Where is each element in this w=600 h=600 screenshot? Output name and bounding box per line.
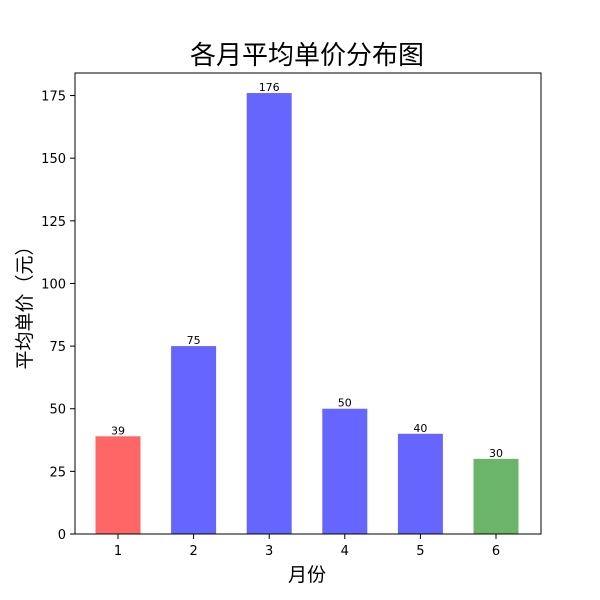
x-tick-label-1: 1 (114, 544, 122, 559)
x-tick-label-3: 3 (265, 544, 273, 559)
y-tick-label-150: 150 (41, 152, 66, 167)
y-tick-label-175: 175 (41, 90, 66, 105)
bar-3 (246, 93, 292, 534)
bar-4 (322, 408, 368, 534)
y-tick-label-75: 75 (49, 340, 66, 355)
y-tick-label-100: 100 (41, 277, 66, 292)
bar-1 (95, 436, 141, 534)
x-tick-label-2: 2 (189, 544, 197, 559)
data-label-3: 176 (259, 81, 280, 94)
x-tick-label-4: 4 (341, 544, 349, 559)
y-tick-label-25: 25 (49, 465, 66, 480)
data-label-1: 39 (111, 424, 125, 437)
x-axis-label: 月份 (288, 564, 326, 586)
x-tick-label-6: 6 (492, 544, 500, 559)
plot-frame (74, 72, 542, 535)
chart-title: 各月平均单价分布图 (190, 41, 424, 71)
y-axis-label: 平均单价（元） (14, 236, 36, 369)
y-tick-label-0: 0 (58, 528, 66, 543)
data-label-2: 75 (187, 334, 201, 347)
x-tick-label-5: 5 (416, 544, 424, 559)
plot-area: 39 75 176 50 40 30 0 25 50 75 100 125 150 175 1 2 3 4 5 6 (41, 81, 519, 559)
y-tick-label-50: 50 (49, 403, 66, 418)
bar-6 (473, 458, 519, 534)
y-tick-label-125: 125 (41, 215, 66, 230)
bar-2 (171, 346, 217, 534)
data-label-6: 30 (489, 447, 503, 460)
data-label-5: 40 (413, 422, 427, 435)
bar-5 (397, 433, 443, 534)
data-label-4: 50 (338, 397, 352, 410)
